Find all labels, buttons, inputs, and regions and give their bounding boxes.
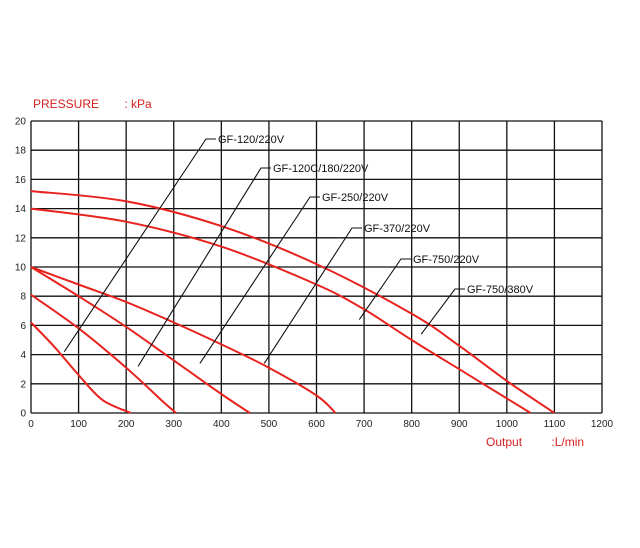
series-leader-line: [358, 258, 411, 320]
x-tick-label: 300: [165, 419, 182, 430]
series-label: GF-120/220V: [218, 134, 285, 146]
series-label: GF-250/220V: [322, 192, 389, 204]
y-tick-label: 8: [20, 292, 26, 303]
y-tick-label: 2: [20, 379, 26, 390]
x-tick-label: 1200: [591, 419, 614, 430]
y-tick-label: 12: [15, 233, 27, 244]
series-label: GF-750/220V: [413, 254, 480, 266]
series-curve: [30, 266, 337, 414]
series-curve: [30, 321, 132, 414]
x-axis-title-unit: :L/min: [551, 435, 584, 449]
y-tick-label: 4: [20, 350, 26, 361]
series-leader-line: [420, 288, 465, 335]
x-axis-title: Output :L/min: [486, 435, 584, 449]
x-axis-title-name: Output: [486, 435, 523, 449]
series-curve: [30, 190, 555, 414]
series-leader-line: [263, 227, 362, 364]
x-tick-label: 700: [356, 419, 373, 430]
x-tick-label: 1000: [496, 419, 519, 430]
x-tick-label: 1100: [544, 419, 566, 430]
series-label: GF-750/380V: [467, 284, 534, 296]
x-tick-label: 400: [213, 419, 230, 430]
y-tick-label: 6: [20, 321, 26, 332]
x-tick-label: 100: [70, 419, 87, 430]
series-curve: [30, 293, 177, 414]
y-tick-label: 18: [15, 146, 27, 157]
y-tick-label: 16: [15, 175, 27, 186]
tick-labels: 0 100 200 300 400 500 600 700 800 900 1000 1100 1200…: [15, 117, 614, 431]
series-leader-line: [137, 167, 271, 367]
series-leader-line: [63, 138, 216, 353]
x-tick-label: 500: [261, 419, 278, 430]
y-tick-label: 0: [20, 409, 26, 420]
y-tick-label: 20: [15, 117, 27, 128]
x-tick-label: 600: [308, 419, 325, 430]
series-curve: [30, 207, 532, 414]
series-label: GF-370/220V: [364, 223, 431, 235]
series-curve: [30, 266, 251, 414]
x-tick-label: 900: [451, 419, 468, 430]
grid: [30, 120, 603, 414]
y-axis-title-name: PRESSURE: [33, 97, 99, 111]
y-axis-title-unit: : kPa: [124, 97, 152, 111]
x-tick-label: 800: [403, 419, 420, 430]
series-leader-line: [199, 196, 320, 364]
series-labels: GF-120/220V GF-120C/180/220V GF-250/220V GF…: [218, 134, 534, 296]
series-label: GF-120C/180/220V: [273, 163, 369, 175]
y-tick-label: 10: [15, 263, 27, 274]
series-leaders: [63, 138, 465, 367]
x-tick-label: 200: [118, 419, 135, 430]
y-axis-title: PRESSURE : kPa: [33, 97, 152, 111]
y-tick-label: 14: [15, 204, 27, 215]
series-curves: [30, 190, 555, 414]
x-tick-label: 0: [28, 419, 34, 430]
